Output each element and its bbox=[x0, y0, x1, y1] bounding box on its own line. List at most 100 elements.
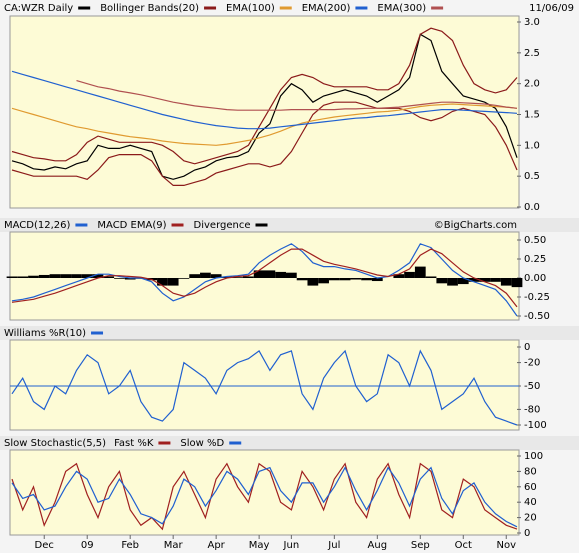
y-tick-label: 80 bbox=[524, 466, 537, 477]
divergence-bar bbox=[361, 278, 372, 281]
divergence-bar bbox=[393, 274, 405, 278]
divergence-bar bbox=[425, 276, 437, 278]
legend-label: CA:WZR Daily bbox=[4, 3, 73, 14]
y-tick-label: -80 bbox=[524, 404, 540, 415]
x-tick-label: Apr bbox=[207, 540, 225, 551]
divergence-bar bbox=[38, 274, 50, 278]
x-tick-label: May bbox=[249, 540, 270, 551]
y-tick-label: 1.5 bbox=[524, 110, 540, 121]
x-tick-label: Jun bbox=[283, 540, 300, 551]
x-tick-label: Oct bbox=[455, 540, 472, 551]
divergence-bar bbox=[189, 274, 201, 278]
divergence-bar bbox=[371, 278, 383, 282]
legend-label: MACD(12,26) bbox=[4, 220, 71, 231]
y-tick-label: -100 bbox=[524, 420, 547, 431]
legend-label: Divergence bbox=[194, 220, 251, 231]
divergence-bar bbox=[157, 278, 168, 286]
divergence-bar bbox=[318, 278, 329, 284]
legend-label: EMA(200) bbox=[302, 3, 351, 14]
x-tick-label: Aug bbox=[368, 540, 388, 551]
x-tick-label: Sep bbox=[411, 540, 430, 551]
divergence-bar bbox=[103, 276, 115, 278]
divergence-bar bbox=[243, 276, 254, 278]
series-line bbox=[11, 103, 518, 146]
panel-header bbox=[0, 326, 579, 340]
divergence-bar bbox=[200, 272, 211, 278]
watermark: ©BigCharts.com bbox=[434, 220, 517, 231]
series-line bbox=[11, 349, 518, 426]
y-tick-label: -0.25 bbox=[524, 292, 550, 303]
x-tick-label: Mar bbox=[164, 540, 184, 551]
series-line bbox=[76, 80, 518, 111]
divergence-bar bbox=[92, 274, 104, 278]
legend-label: EMA(300) bbox=[377, 3, 426, 14]
divergence-bar bbox=[275, 271, 286, 278]
divergence-bar bbox=[328, 278, 340, 281]
divergence-bar bbox=[479, 278, 491, 282]
y-tick-label: 0 bbox=[524, 342, 530, 353]
divergence-bar bbox=[17, 276, 29, 278]
y-tick-label: 60 bbox=[524, 482, 537, 493]
legend-label: Fast %K bbox=[114, 438, 154, 449]
divergence-bar bbox=[457, 278, 469, 285]
y-tick-label: 40 bbox=[524, 497, 537, 508]
divergence-bar bbox=[6, 276, 18, 278]
y-tick-label: 0.0 bbox=[524, 202, 540, 213]
legend-label: Bollinger Bands(20) bbox=[100, 3, 199, 14]
series-line bbox=[11, 466, 518, 528]
divergence-bar bbox=[404, 271, 415, 278]
date-label: 11/06/09 bbox=[529, 3, 574, 14]
y-tick-label: 0 bbox=[524, 528, 530, 539]
legend-label: Williams %R(10) bbox=[4, 328, 86, 339]
divergence-bar bbox=[285, 272, 297, 278]
series-line bbox=[11, 27, 518, 165]
divergence-bar bbox=[468, 278, 480, 282]
divergence-bar bbox=[414, 266, 426, 278]
divergence-bar bbox=[253, 270, 265, 278]
y-tick-label: 20 bbox=[524, 513, 537, 524]
panel bbox=[9, 339, 520, 431]
legend-label: Slow %D bbox=[180, 438, 224, 449]
divergence-bar bbox=[339, 278, 351, 281]
divergence-bar bbox=[232, 277, 244, 278]
divergence-bar bbox=[210, 274, 222, 278]
y-tick-label: 0.00 bbox=[524, 273, 546, 284]
panel-header bbox=[0, 436, 579, 450]
y-tick-label: 1.0 bbox=[524, 140, 540, 151]
divergence-bar bbox=[114, 278, 125, 279]
y-tick-label: -20 bbox=[524, 358, 540, 369]
y-tick-label: 3.0 bbox=[524, 17, 540, 28]
divergence-bar bbox=[500, 278, 512, 286]
x-tick-label: Feb bbox=[121, 540, 139, 551]
divergence-bar bbox=[49, 274, 61, 278]
x-tick-label: 09 bbox=[81, 540, 94, 551]
divergence-bar bbox=[71, 274, 82, 278]
x-tick-label: Nov bbox=[496, 540, 516, 551]
legend-label: EMA(100) bbox=[226, 3, 275, 14]
y-tick-label: 0.5 bbox=[524, 171, 540, 182]
y-tick-label: -50 bbox=[524, 381, 540, 392]
divergence-bar bbox=[307, 278, 319, 286]
legend-label: MACD EMA(9) bbox=[97, 220, 166, 231]
panel-header bbox=[0, 218, 579, 232]
y-tick-label: 0.25 bbox=[524, 254, 546, 265]
y-tick-label: 2.0 bbox=[524, 79, 540, 90]
series-line bbox=[11, 70, 518, 130]
divergence-bar bbox=[296, 278, 308, 281]
divergence-bar bbox=[81, 274, 93, 278]
divergence-bar bbox=[178, 278, 190, 279]
divergence-bar bbox=[28, 275, 39, 278]
x-tick-label: Dec bbox=[35, 540, 54, 551]
series-line bbox=[11, 248, 518, 308]
y-tick-label: 0.50 bbox=[524, 235, 546, 246]
y-tick-label: 100 bbox=[524, 451, 543, 462]
divergence-bar bbox=[167, 278, 179, 286]
divergence-bar bbox=[60, 274, 72, 278]
divergence-bar bbox=[511, 278, 523, 288]
x-tick-label: Jul bbox=[327, 540, 340, 551]
divergence-bar bbox=[436, 278, 448, 284]
divergence-bar bbox=[264, 270, 276, 278]
series-line bbox=[11, 101, 518, 186]
divergence-bar bbox=[447, 278, 458, 286]
